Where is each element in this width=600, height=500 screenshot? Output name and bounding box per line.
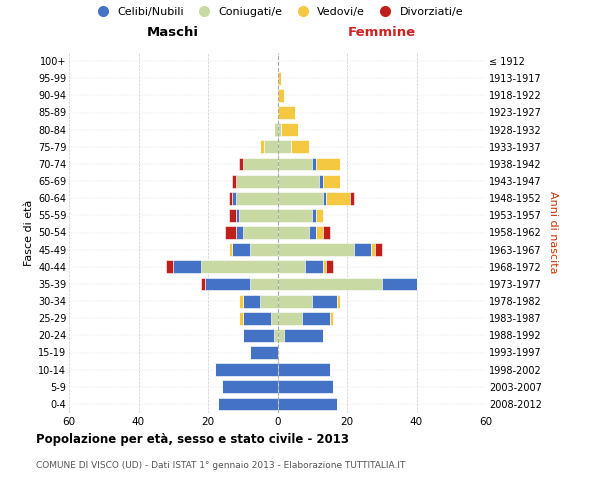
Bar	[329, 312, 333, 324]
Bar	[271, 312, 277, 324]
Bar	[229, 243, 232, 256]
Bar	[277, 89, 284, 102]
Bar	[274, 123, 277, 136]
Bar	[236, 226, 243, 239]
Bar	[382, 278, 416, 290]
Bar	[277, 243, 354, 256]
Bar	[250, 278, 277, 290]
Bar	[277, 123, 281, 136]
Bar	[323, 226, 329, 239]
Bar	[277, 312, 302, 324]
Text: Femmine: Femmine	[347, 26, 416, 39]
Bar	[316, 226, 323, 239]
Bar	[215, 363, 277, 376]
Text: COMUNE DI VISCO (UD) - Dati ISTAT 1° gennaio 2013 - Elaborazione TUTTITALIA.IT: COMUNE DI VISCO (UD) - Dati ISTAT 1° gen…	[36, 460, 406, 469]
Bar	[316, 158, 340, 170]
Bar	[277, 363, 329, 376]
Bar	[371, 243, 375, 256]
Bar	[236, 174, 277, 188]
Bar	[243, 226, 277, 239]
Bar	[205, 278, 250, 290]
Bar	[277, 158, 312, 170]
Bar	[239, 312, 243, 324]
Y-axis label: Fasce di età: Fasce di età	[23, 200, 34, 266]
Bar	[316, 209, 323, 222]
Bar	[350, 192, 354, 204]
Bar	[201, 278, 205, 290]
Bar	[277, 174, 319, 188]
Bar	[375, 243, 382, 256]
Bar	[250, 346, 277, 359]
Bar	[326, 260, 333, 273]
Bar	[263, 140, 277, 153]
Bar	[277, 140, 292, 153]
Bar	[229, 209, 236, 222]
Bar	[222, 380, 277, 393]
Bar	[292, 140, 309, 153]
Bar	[274, 329, 277, 342]
Bar	[277, 398, 337, 410]
Bar	[218, 398, 277, 410]
Bar	[260, 294, 277, 308]
Bar	[312, 294, 337, 308]
Bar	[277, 106, 295, 119]
Bar	[232, 174, 236, 188]
Bar	[236, 209, 239, 222]
Bar	[277, 209, 312, 222]
Bar	[243, 312, 271, 324]
Bar	[239, 158, 243, 170]
Legend: Celibi/Nubili, Coniugati/e, Vedovi/e, Divorziati/e: Celibi/Nubili, Coniugati/e, Vedovi/e, Di…	[88, 2, 467, 21]
Bar	[277, 278, 382, 290]
Bar	[277, 294, 312, 308]
Bar	[277, 226, 309, 239]
Bar	[260, 140, 263, 153]
Bar	[277, 260, 305, 273]
Bar	[277, 380, 333, 393]
Bar	[277, 72, 281, 85]
Bar	[243, 294, 260, 308]
Bar	[229, 192, 232, 204]
Bar	[243, 329, 274, 342]
Y-axis label: Anni di nascita: Anni di nascita	[548, 191, 559, 274]
Bar	[239, 294, 243, 308]
Bar	[309, 226, 316, 239]
Bar	[284, 329, 323, 342]
Bar	[250, 243, 277, 256]
Bar	[323, 192, 326, 204]
Bar	[201, 260, 277, 273]
Bar	[232, 243, 250, 256]
Bar	[337, 294, 340, 308]
Bar	[236, 192, 277, 204]
Bar	[319, 174, 323, 188]
Bar	[302, 312, 329, 324]
Bar	[243, 158, 277, 170]
Bar	[232, 192, 236, 204]
Bar	[312, 158, 316, 170]
Bar	[281, 123, 298, 136]
Bar	[323, 174, 340, 188]
Bar	[323, 260, 326, 273]
Bar	[312, 209, 316, 222]
Text: Popolazione per età, sesso e stato civile - 2013: Popolazione per età, sesso e stato civil…	[36, 432, 349, 446]
Bar	[173, 260, 201, 273]
Bar	[305, 260, 323, 273]
Bar	[354, 243, 371, 256]
Text: Maschi: Maschi	[147, 26, 199, 39]
Bar	[326, 192, 350, 204]
Bar	[166, 260, 173, 273]
Bar	[226, 226, 236, 239]
Bar	[239, 209, 277, 222]
Bar	[277, 192, 323, 204]
Bar	[277, 329, 284, 342]
